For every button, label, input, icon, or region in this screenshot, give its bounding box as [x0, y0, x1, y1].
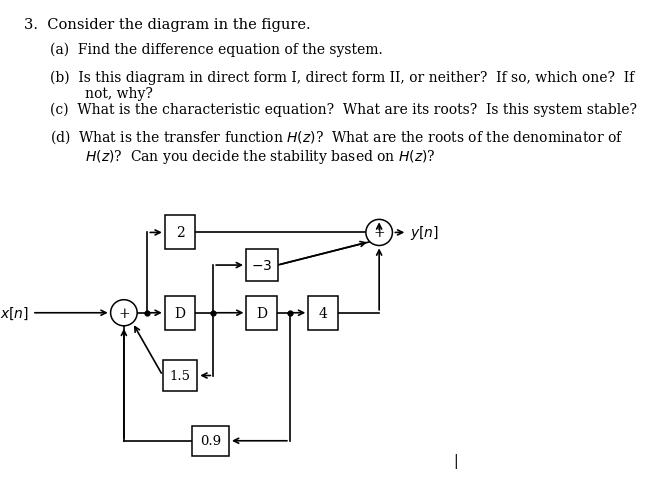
Bar: [246, 296, 277, 330]
Text: D: D: [174, 306, 185, 320]
Text: +: +: [373, 226, 385, 240]
Text: (b)  Is this diagram in direct form I, direct form II, or neither?  If so, which: (b) Is this diagram in direct form I, di…: [50, 70, 634, 101]
Text: D: D: [256, 306, 267, 320]
Bar: [165, 296, 195, 330]
Text: (a)  Find the difference equation of the system.: (a) Find the difference equation of the …: [50, 43, 382, 57]
Text: 4: 4: [318, 306, 328, 320]
Bar: [193, 426, 229, 456]
Text: |: |: [453, 453, 458, 468]
Bar: [246, 249, 278, 282]
Text: (d)  What is the transfer function $H(z)$?  What are the roots of the denominato: (d) What is the transfer function $H(z)$…: [50, 128, 623, 166]
Text: $-3$: $-3$: [251, 259, 273, 273]
Bar: [308, 296, 338, 330]
Text: 0.9: 0.9: [200, 434, 221, 447]
Circle shape: [110, 300, 137, 326]
Bar: [163, 361, 198, 391]
Bar: [165, 216, 195, 250]
Circle shape: [366, 220, 392, 246]
Text: $y[n]$: $y[n]$: [410, 224, 439, 242]
Text: $x[n]$: $x[n]$: [1, 305, 30, 321]
Text: 3.  Consider the diagram in the figure.: 3. Consider the diagram in the figure.: [25, 18, 311, 32]
Text: 2: 2: [176, 226, 184, 240]
Text: (c)  What is the characteristic equation?  What are its roots?  Is this system s: (c) What is the characteristic equation?…: [50, 103, 637, 117]
Text: 1.5: 1.5: [169, 369, 191, 382]
Text: +: +: [118, 306, 130, 320]
